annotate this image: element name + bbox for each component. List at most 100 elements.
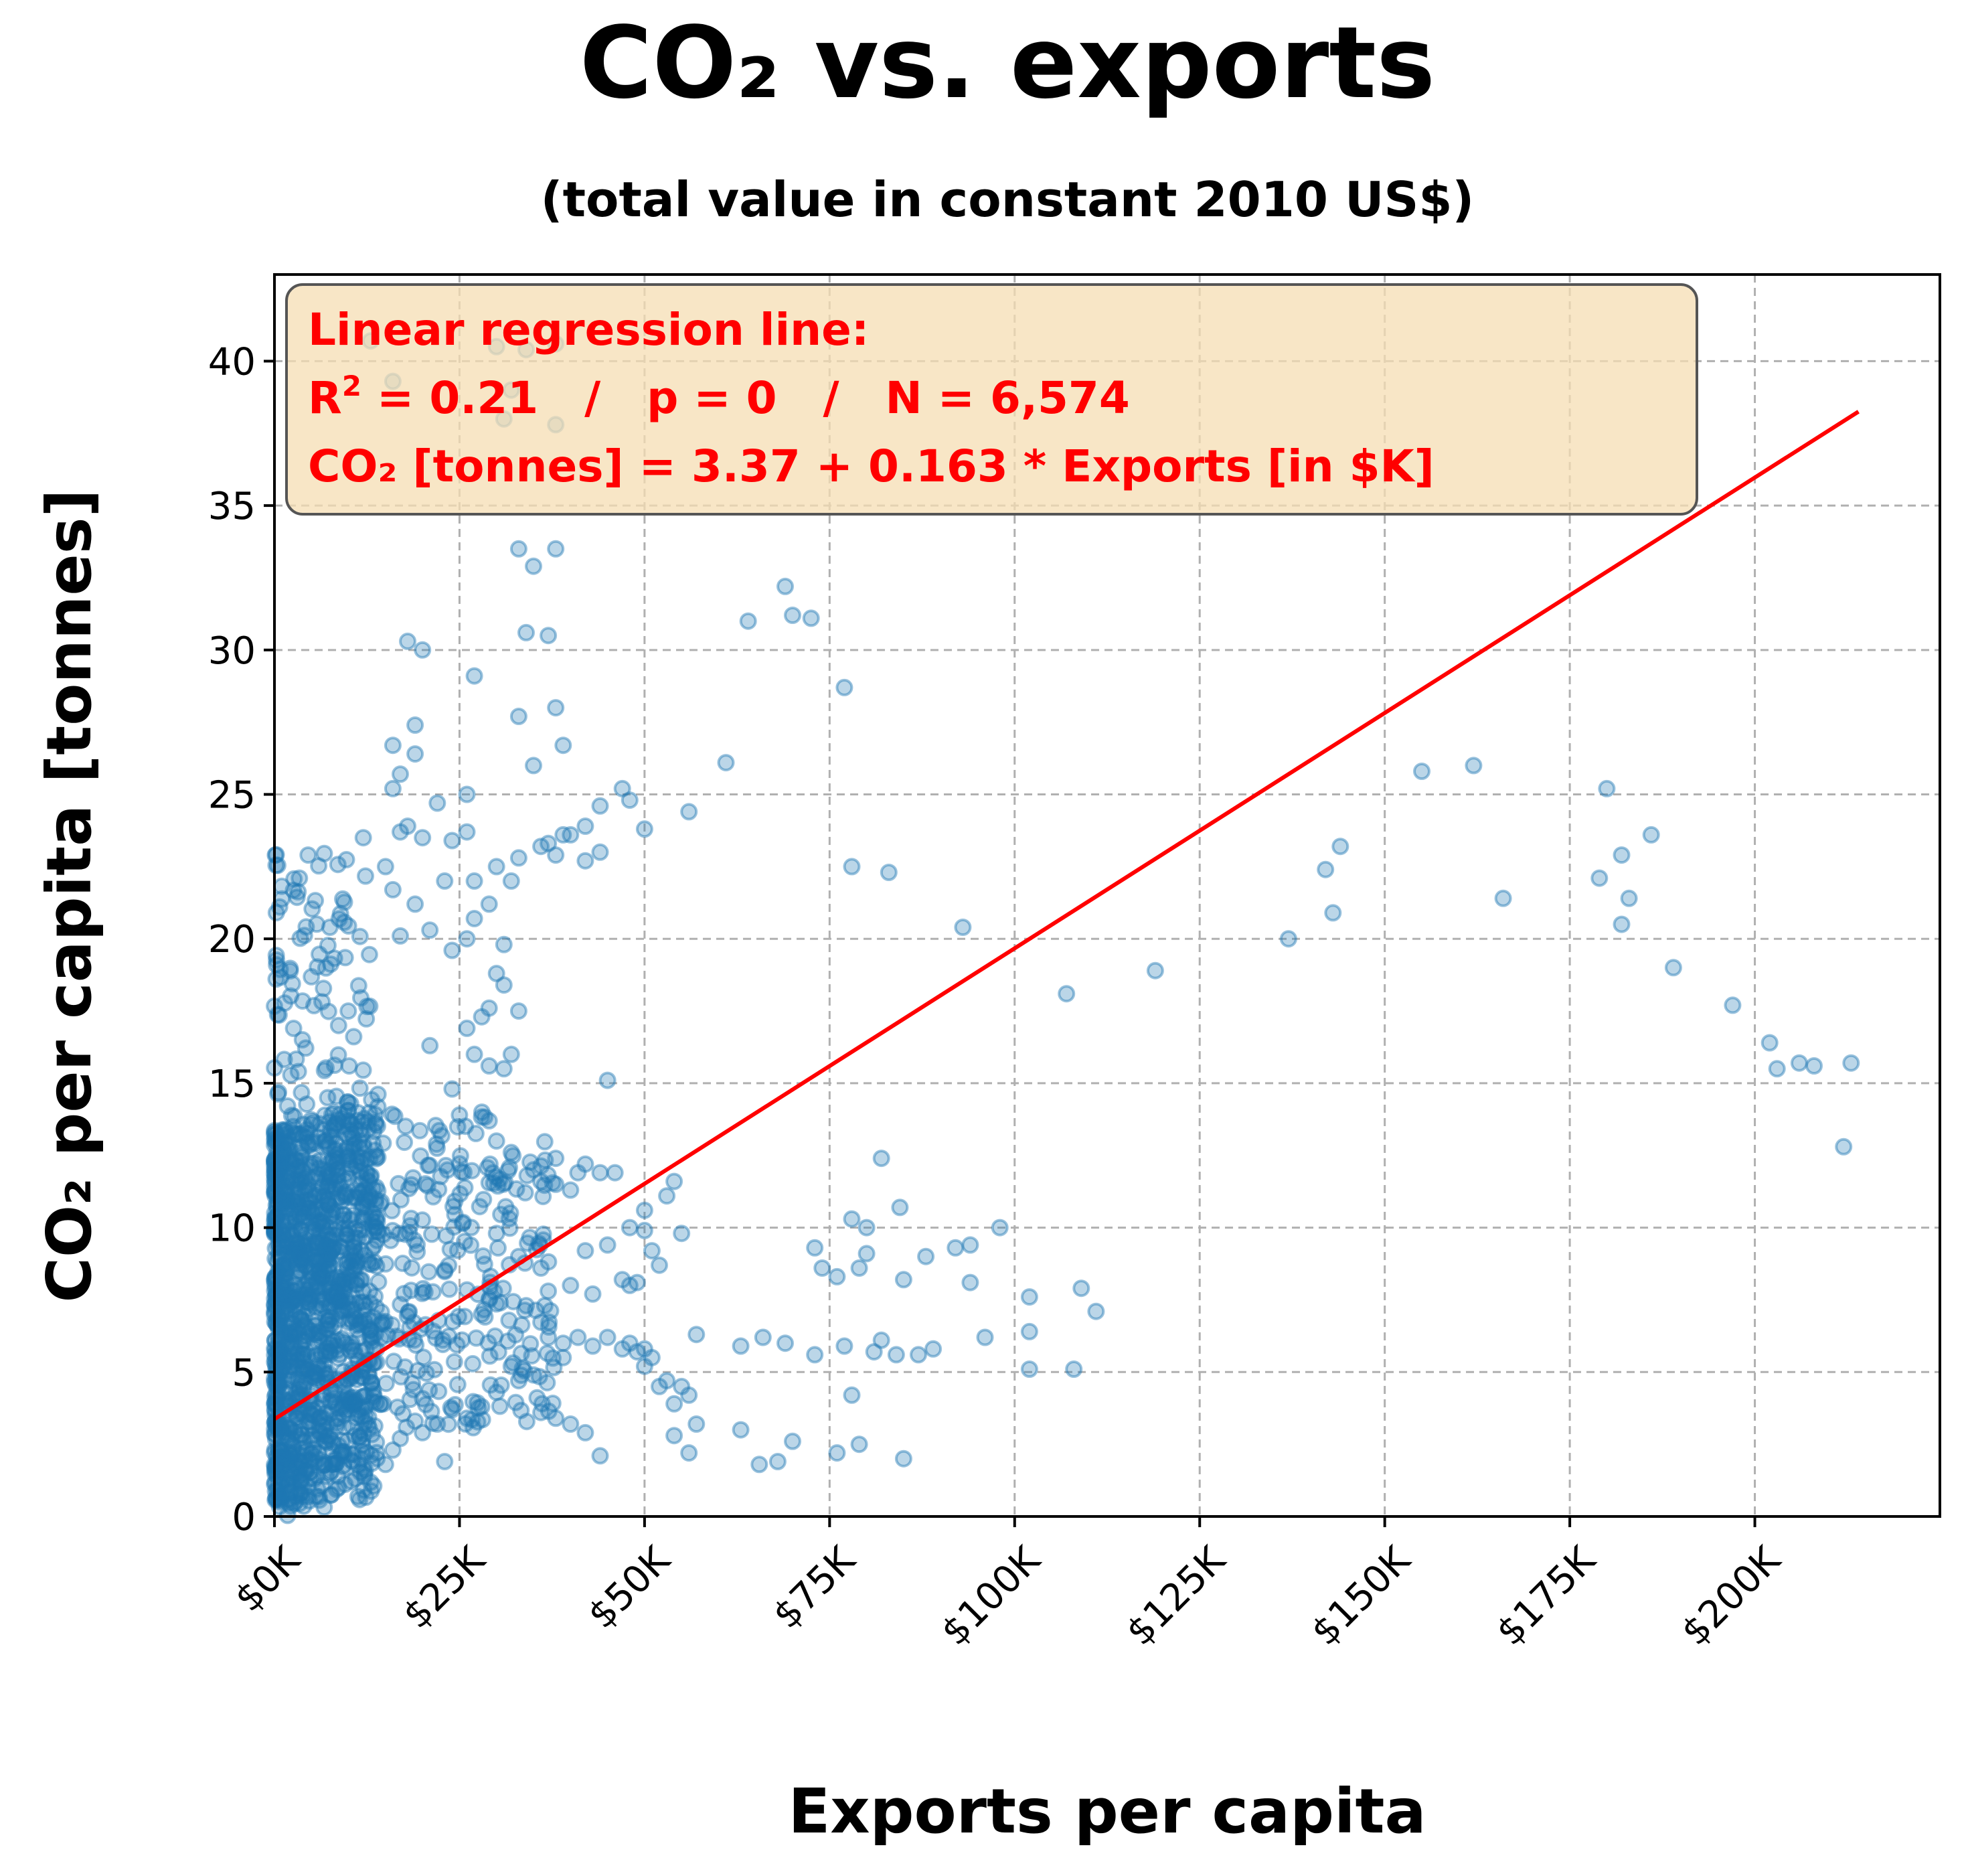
- chart-subtitle: (total value in constant 2010 US$): [541, 171, 1475, 228]
- scatter-point: [330, 1272, 348, 1290]
- scatter-point: [323, 1392, 341, 1410]
- scatter-point: [290, 1262, 308, 1280]
- scatter-point: [318, 1225, 336, 1243]
- scatter-point: [591, 843, 609, 861]
- scatter-point: [321, 1256, 339, 1274]
- scatter-point: [345, 1129, 363, 1148]
- scatter-point: [339, 1148, 357, 1166]
- scatter-point: [275, 1255, 293, 1273]
- scatter-point: [465, 667, 483, 685]
- scatter-point: [317, 1432, 335, 1450]
- scatter-point: [352, 1241, 370, 1259]
- scatter-point: [359, 1408, 378, 1426]
- scatter-point: [352, 1154, 370, 1172]
- scatter-point: [314, 1289, 332, 1307]
- scatter-point: [349, 1148, 367, 1166]
- scatter-point: [324, 1332, 342, 1350]
- scatter-point: [317, 1320, 335, 1338]
- scatter-point: [286, 1297, 304, 1315]
- scatter-point: [331, 1289, 349, 1308]
- scatter-point: [271, 1238, 289, 1256]
- scatter-point: [316, 1251, 334, 1269]
- scatter-point: [294, 1378, 312, 1395]
- scatter-point: [319, 1276, 337, 1294]
- scatter-point: [319, 1089, 337, 1107]
- scatter-point: [340, 1169, 358, 1187]
- scatter-point: [910, 1346, 927, 1364]
- scatter-point: [1664, 959, 1682, 977]
- scatter-point: [283, 1214, 301, 1232]
- scatter-point: [338, 1227, 355, 1244]
- scatter-point: [300, 1294, 318, 1312]
- scatter-point: [276, 1132, 294, 1150]
- scatter-point: [274, 1488, 292, 1506]
- scatter-point: [281, 1419, 299, 1437]
- scatter-point: [665, 1427, 683, 1445]
- scatter-point: [401, 1217, 419, 1235]
- y-tick-label: 5: [232, 1351, 256, 1395]
- scatter-point: [327, 1284, 345, 1302]
- x-tick-label: $125K: [1118, 1538, 1234, 1654]
- scatter-point: [289, 1063, 307, 1081]
- scatter-point: [307, 1237, 325, 1255]
- y-tick-label: 15: [208, 1063, 256, 1106]
- scatter-point: [291, 1460, 309, 1478]
- scatter-point: [271, 1160, 289, 1178]
- scatter-point: [292, 1234, 309, 1252]
- scatter-point: [1805, 1057, 1823, 1075]
- scatter-point: [298, 1095, 316, 1113]
- scatter-point: [339, 1111, 357, 1129]
- scatter-point: [351, 1428, 368, 1446]
- scatter-point: [299, 846, 317, 864]
- scatter-point: [342, 1188, 359, 1206]
- scatter-point: [364, 1180, 382, 1198]
- scatter-point: [331, 1269, 349, 1287]
- scatter-point: [358, 1150, 376, 1168]
- scatter-point: [311, 1115, 329, 1133]
- scatter-point: [335, 1272, 352, 1289]
- scatter-point: [288, 1159, 306, 1176]
- scatter-point: [267, 947, 285, 964]
- scatter-point: [1642, 826, 1660, 844]
- scatter-point: [275, 1121, 293, 1139]
- scatter-point: [297, 1327, 315, 1345]
- scatter-point: [301, 1263, 319, 1281]
- scatter-point: [440, 1280, 459, 1298]
- scatter-point: [369, 1182, 387, 1200]
- scatter-point: [335, 1447, 353, 1465]
- scatter-point: [402, 1176, 420, 1194]
- scatter-point: [894, 1450, 912, 1468]
- scatter-point: [414, 641, 432, 659]
- scatter-point: [298, 1285, 315, 1303]
- scatter-point: [361, 1188, 380, 1206]
- scatter-point: [280, 1213, 297, 1231]
- scatter-point: [271, 960, 289, 978]
- scatter-point: [1065, 1360, 1083, 1378]
- scatter-point: [285, 1241, 303, 1259]
- scatter-point: [281, 1452, 299, 1470]
- scatter-point: [480, 1112, 498, 1129]
- scatter-point: [345, 1237, 363, 1255]
- scatter-point: [306, 1202, 324, 1220]
- scatter-point: [351, 1132, 369, 1150]
- scatter-point: [321, 1231, 339, 1249]
- scatter-point: [297, 1257, 315, 1275]
- scatter-point: [314, 1213, 332, 1231]
- scatter-point: [621, 1334, 639, 1352]
- scatter-point: [450, 1106, 469, 1124]
- scatter-point: [336, 1125, 354, 1143]
- scatter-point: [289, 1265, 307, 1283]
- scatter-point: [322, 1336, 340, 1354]
- scatter-point: [301, 1292, 319, 1310]
- scatter-point: [335, 1210, 352, 1229]
- scatter-point: [315, 1186, 333, 1204]
- scatter-point: [471, 1198, 489, 1216]
- scatter-point: [347, 1409, 365, 1427]
- scatter-point: [291, 1484, 309, 1502]
- scatter-point: [343, 1445, 361, 1463]
- scatter-point: [290, 1305, 308, 1323]
- scatter-point: [276, 1427, 295, 1445]
- scatter-point: [345, 1395, 363, 1413]
- scatter-point: [313, 1343, 331, 1361]
